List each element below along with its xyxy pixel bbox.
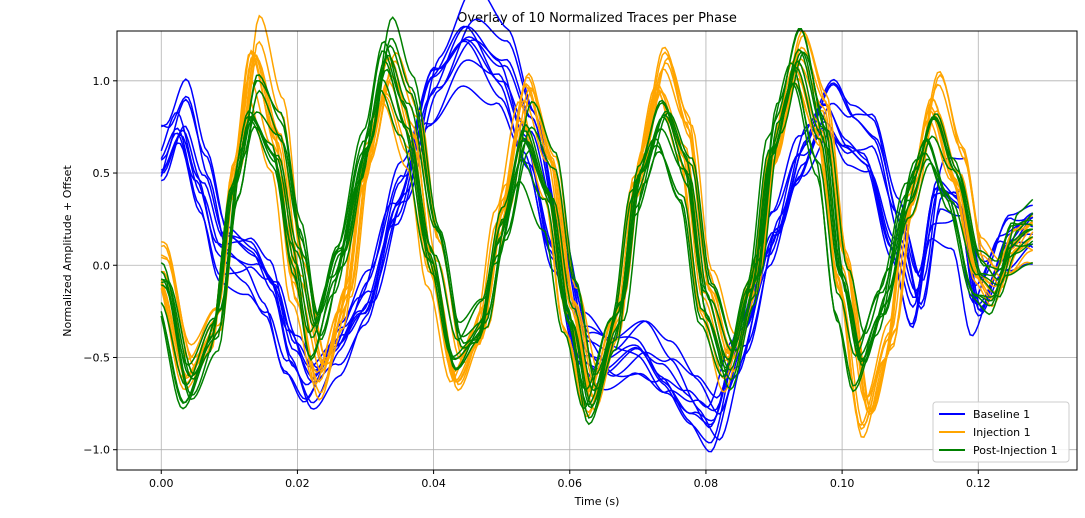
x-tick-label: 0.00 bbox=[149, 477, 174, 490]
y-tick-label: 1.0 bbox=[93, 75, 111, 88]
legend: Baseline 1 Injection 1 Post-Injection 1 bbox=[932, 401, 1070, 463]
x-axis-label: Time (s) bbox=[574, 495, 620, 508]
legend-item-label: Post-Injection 1 bbox=[973, 444, 1058, 457]
x-tick-label: 0.10 bbox=[830, 477, 855, 490]
x-tick-label: 0.06 bbox=[558, 477, 583, 490]
chart-title: Overlay of 10 Normalized Traces per Phas… bbox=[457, 11, 737, 26]
x-tick-label: 0.12 bbox=[966, 477, 991, 490]
legend-item-label: Injection 1 bbox=[973, 426, 1031, 439]
y-tick-label: −0.5 bbox=[83, 351, 110, 364]
x-tick-label: 0.08 bbox=[694, 477, 719, 490]
series-post-injection-1 bbox=[160, 16, 1034, 426]
plot-frame bbox=[116, 30, 1078, 471]
x-tick-label: 0.04 bbox=[421, 477, 446, 490]
series-layer bbox=[160, 0, 1034, 453]
trace-line bbox=[160, 61, 1034, 411]
y-tick-label: −1.0 bbox=[83, 444, 110, 457]
trace-line bbox=[160, 36, 1034, 412]
y-tick-label: 0.0 bbox=[93, 259, 111, 272]
y-axis: −1.0 −0.5 0.0 0.5 1.0 bbox=[83, 75, 117, 457]
trace-line bbox=[161, 16, 1034, 390]
trace-line bbox=[161, 38, 1034, 380]
trace-line bbox=[160, 27, 1034, 397]
x-tick-label: 0.02 bbox=[285, 477, 310, 490]
y-axis-label: Normalized Amplitude + Offset bbox=[61, 165, 74, 337]
y-tick-label: 0.5 bbox=[93, 167, 111, 180]
trace-line bbox=[160, 59, 1033, 419]
trace-line bbox=[160, 40, 1034, 426]
legend-box bbox=[932, 401, 1070, 463]
legend-item-label: Baseline 1 bbox=[973, 408, 1030, 421]
trace-line bbox=[160, 40, 1033, 426]
x-axis: 0.00 0.02 0.04 0.06 0.08 0.10 0.12 bbox=[149, 470, 991, 490]
